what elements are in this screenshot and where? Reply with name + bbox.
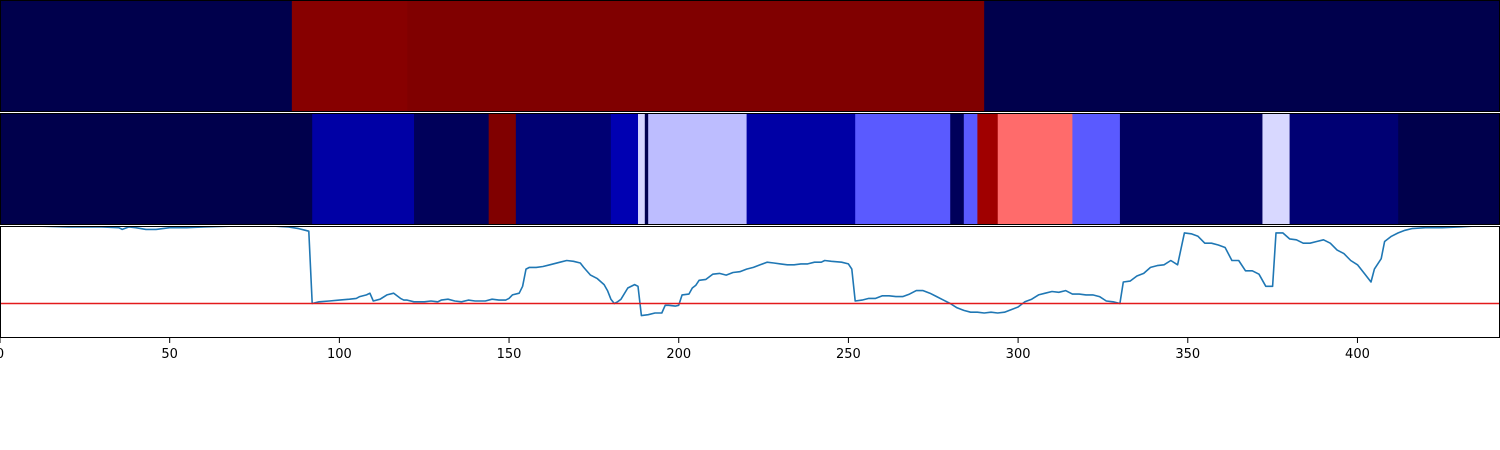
heatmap-cell xyxy=(610,113,639,225)
heatmap-top-track xyxy=(0,0,1500,112)
heatmap-cell xyxy=(638,113,646,225)
x-axis: 0 50 100 150 200 250 300 350 400 xyxy=(0,338,1370,362)
heatmap-cell xyxy=(984,0,1500,112)
heatmap-cell xyxy=(414,113,490,225)
x-tick-label: 250 xyxy=(836,347,861,362)
heatmap-cell xyxy=(1398,113,1500,225)
heatmap-cell xyxy=(1289,113,1399,225)
heatmap-middle-track xyxy=(0,113,1500,225)
heatmap-cell xyxy=(0,0,293,112)
x-tick-label: 350 xyxy=(1175,347,1200,362)
heatmap-cell xyxy=(648,113,748,225)
heatmap-cell xyxy=(1119,113,1264,225)
x-tick-label: 400 xyxy=(1345,347,1370,362)
x-tick-label: 200 xyxy=(666,347,691,362)
heatmap-cell xyxy=(0,113,313,225)
heatmap-cell xyxy=(291,0,408,112)
heatmap-cell xyxy=(1262,113,1291,225)
heatmap-cell xyxy=(977,113,999,225)
heatmap-cell xyxy=(644,113,649,225)
heatmap-cell xyxy=(997,113,1073,225)
heatmap-cell xyxy=(488,113,517,225)
heatmap-cell xyxy=(312,113,415,225)
heatmap-cell xyxy=(1072,113,1121,225)
x-tick-label: 0 xyxy=(0,347,4,362)
x-tick-label: 100 xyxy=(327,347,352,362)
x-tick-label: 150 xyxy=(497,347,522,362)
heatmap-cell xyxy=(855,113,951,225)
line-plot-panel: 0 50 100 150 200 250 300 350 400 xyxy=(0,226,1500,362)
heatmap-cell xyxy=(407,0,985,112)
x-tick-label: 300 xyxy=(1006,347,1031,362)
series-line xyxy=(3,226,1498,317)
heatmap-cell xyxy=(963,113,978,225)
heatmap-cell xyxy=(950,113,965,225)
heatmap-cell xyxy=(515,113,612,225)
heatmap-cell xyxy=(746,113,856,225)
x-tick-label: 50 xyxy=(161,347,178,362)
